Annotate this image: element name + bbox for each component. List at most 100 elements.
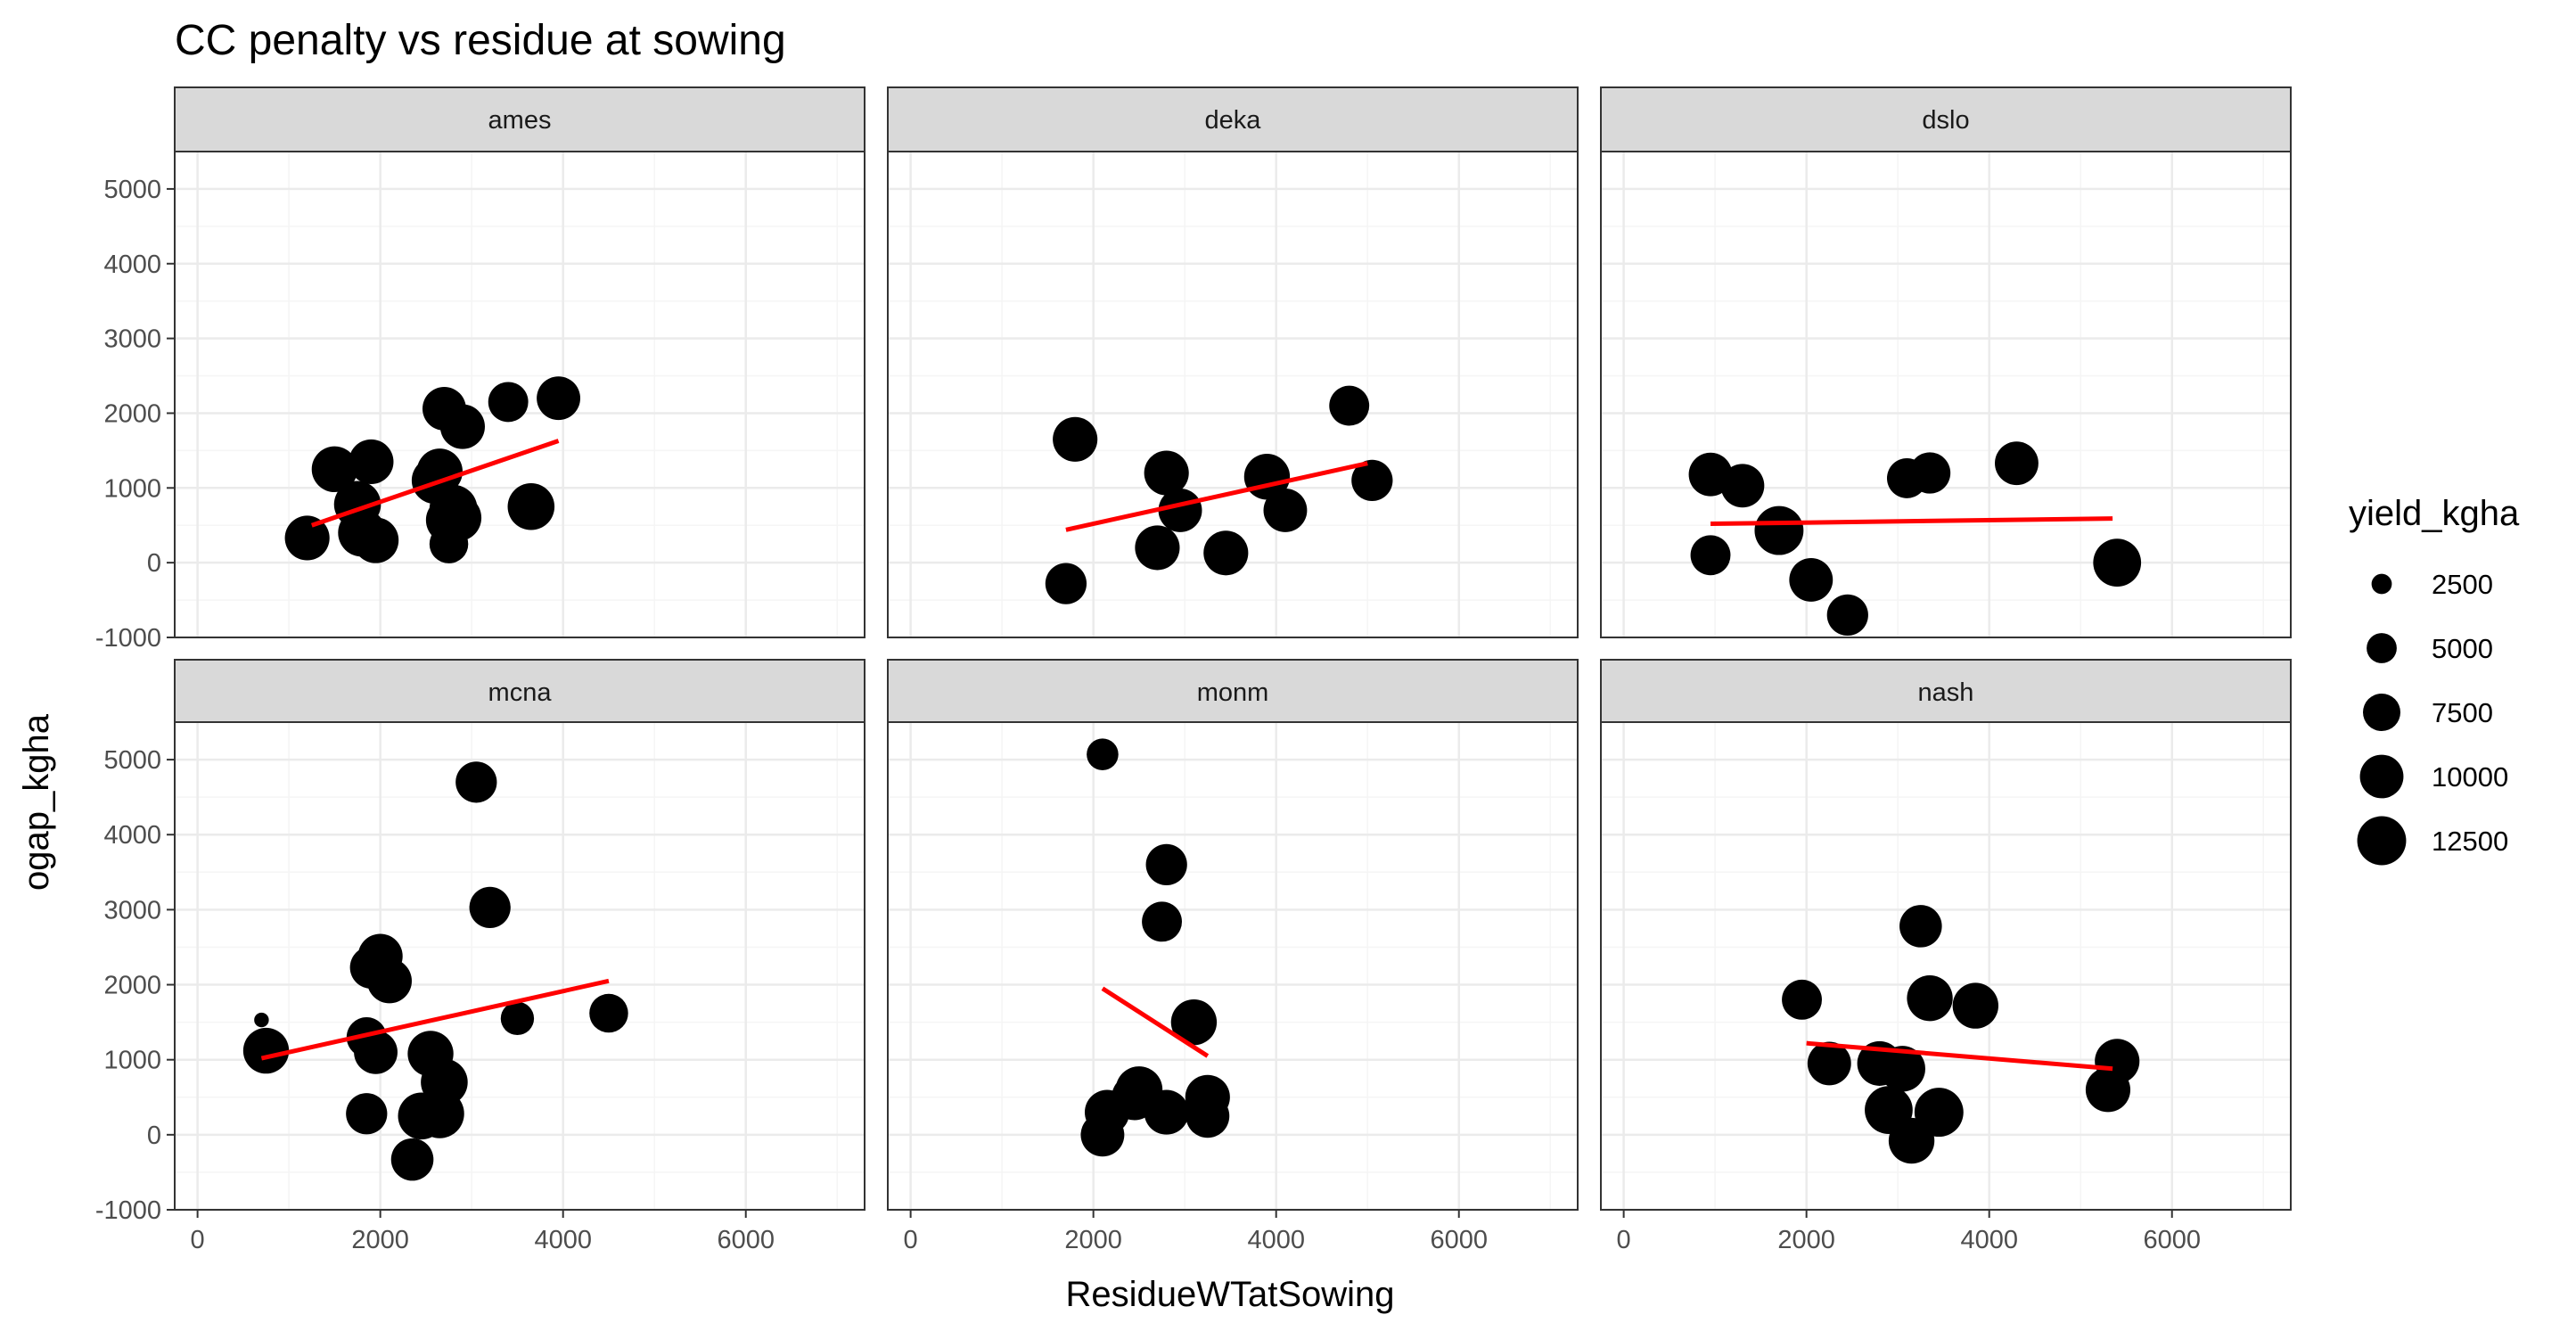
panel-border bbox=[887, 151, 1579, 638]
data-point bbox=[1087, 738, 1119, 770]
strip-label-mcna: mcna bbox=[488, 678, 553, 707]
data-point bbox=[1142, 901, 1182, 942]
data-point bbox=[284, 515, 330, 561]
data-point bbox=[1754, 505, 1804, 555]
data-point bbox=[1789, 558, 1834, 602]
x-tick-label: 6000 bbox=[1430, 1226, 1488, 1254]
legend-key-circle bbox=[2359, 754, 2404, 799]
data-point bbox=[1045, 563, 1087, 604]
data-point bbox=[1908, 452, 1951, 494]
data-point bbox=[589, 993, 628, 1033]
data-point bbox=[1144, 450, 1189, 496]
panel-background bbox=[888, 722, 1578, 1210]
data-point bbox=[469, 886, 511, 928]
y-tick-label: 2000 bbox=[103, 399, 161, 428]
panel-background bbox=[175, 722, 865, 1210]
data-point bbox=[507, 482, 555, 530]
data-point bbox=[2095, 1039, 2140, 1084]
panel-background bbox=[1601, 722, 2291, 1210]
y-axis-title: ogap_kgha bbox=[17, 713, 56, 891]
y-tick-label: 2000 bbox=[103, 972, 161, 1000]
data-point bbox=[254, 1012, 269, 1028]
y-tick-label: 0 bbox=[147, 549, 161, 578]
data-point bbox=[1720, 464, 1765, 508]
data-point bbox=[1329, 385, 1370, 426]
data-point bbox=[1952, 982, 1998, 1029]
data-point bbox=[366, 958, 412, 1004]
data-point bbox=[1899, 905, 1942, 948]
data-point bbox=[390, 1138, 434, 1181]
strip-monm bbox=[887, 659, 1579, 725]
data-point bbox=[1144, 1089, 1189, 1135]
panel-mcna: mcna -1000 0 1000 2000 3000 4000 5000 0 2000 4000 6… bbox=[95, 659, 866, 1254]
legend-entry: 2500 bbox=[2371, 569, 2493, 600]
data-point bbox=[1807, 1041, 1851, 1086]
data-point bbox=[455, 761, 497, 803]
x-tick-label: 0 bbox=[1617, 1226, 1631, 1254]
data-point bbox=[1053, 416, 1098, 462]
data-point bbox=[1690, 535, 1731, 576]
data-point bbox=[346, 1093, 388, 1135]
panel-border bbox=[1600, 721, 2292, 1211]
data-point bbox=[1158, 489, 1202, 532]
legend-entry: 10000 bbox=[2359, 754, 2508, 799]
x-tick-label: 4000 bbox=[1247, 1226, 1305, 1254]
data-point bbox=[439, 404, 485, 449]
data-point bbox=[416, 448, 463, 495]
strip-deka bbox=[887, 86, 1579, 152]
legend-key-circle bbox=[2357, 816, 2407, 866]
legend-label: 5000 bbox=[2432, 633, 2493, 664]
data-point bbox=[1879, 1046, 1925, 1092]
size-legend: yield_kgha 2500 5000 7500 10000 12500 bbox=[2349, 494, 2520, 866]
trend-line-dslo bbox=[1710, 516, 2113, 527]
y-tick-label: 5000 bbox=[103, 746, 161, 775]
data-point bbox=[1145, 843, 1187, 886]
trend-line-mcna bbox=[260, 978, 610, 1061]
strip-mcna bbox=[174, 659, 866, 725]
data-point bbox=[354, 1030, 398, 1074]
legend-label: 7500 bbox=[2432, 697, 2493, 728]
strip-nash bbox=[1600, 659, 2292, 725]
y-tick-label: 3000 bbox=[103, 896, 161, 924]
y-tick-label: 0 bbox=[147, 1122, 161, 1150]
trend-line-monm bbox=[1101, 986, 1210, 1058]
panel-deka: deka bbox=[887, 86, 1579, 639]
strip-ames bbox=[174, 86, 866, 152]
data-point bbox=[434, 494, 482, 542]
data-point bbox=[1826, 594, 1868, 636]
x-tick-label: 6000 bbox=[717, 1226, 775, 1254]
legend-key-circle bbox=[2367, 633, 2397, 663]
y-tick-label: -1000 bbox=[95, 624, 161, 653]
strip-label-monm: monm bbox=[1197, 678, 1269, 707]
strip-dslo bbox=[1600, 86, 2292, 152]
data-point bbox=[1170, 998, 1218, 1046]
x-tick-label: 2000 bbox=[1064, 1226, 1122, 1254]
data-point bbox=[242, 1027, 290, 1074]
panel-border bbox=[1600, 151, 2292, 638]
x-tick-label: 0 bbox=[191, 1226, 205, 1254]
y-tick-label: 3000 bbox=[103, 325, 161, 354]
trend-line-deka bbox=[1065, 461, 1368, 532]
x-tick-label: 2000 bbox=[1777, 1226, 1835, 1254]
panel-nash: nash 0 2000 4000 6000 bbox=[1600, 659, 2292, 1254]
y-tick-label: 4000 bbox=[103, 251, 161, 279]
data-point bbox=[311, 446, 358, 493]
data-point bbox=[349, 439, 394, 485]
data-point bbox=[2093, 538, 2142, 588]
x-tick-label: 2000 bbox=[351, 1226, 409, 1254]
strip-label-ames: ames bbox=[488, 106, 552, 135]
legend-title: yield_kgha bbox=[2349, 494, 2520, 533]
strip-label-deka: deka bbox=[1205, 106, 1262, 135]
data-point bbox=[1135, 525, 1180, 571]
x-tick-label: 6000 bbox=[2143, 1226, 2201, 1254]
y-tick-label: 1000 bbox=[103, 474, 161, 503]
legend-entries: 2500 5000 7500 10000 12500 bbox=[2357, 569, 2508, 866]
panel-border bbox=[174, 151, 866, 638]
strip-label-dslo: dslo bbox=[1922, 106, 1969, 135]
data-point bbox=[1203, 530, 1249, 576]
legend-entry: 12500 bbox=[2357, 816, 2508, 866]
legend-label: 2500 bbox=[2432, 569, 2493, 600]
data-point bbox=[352, 517, 399, 563]
trend-line-nash bbox=[1806, 1040, 2113, 1072]
